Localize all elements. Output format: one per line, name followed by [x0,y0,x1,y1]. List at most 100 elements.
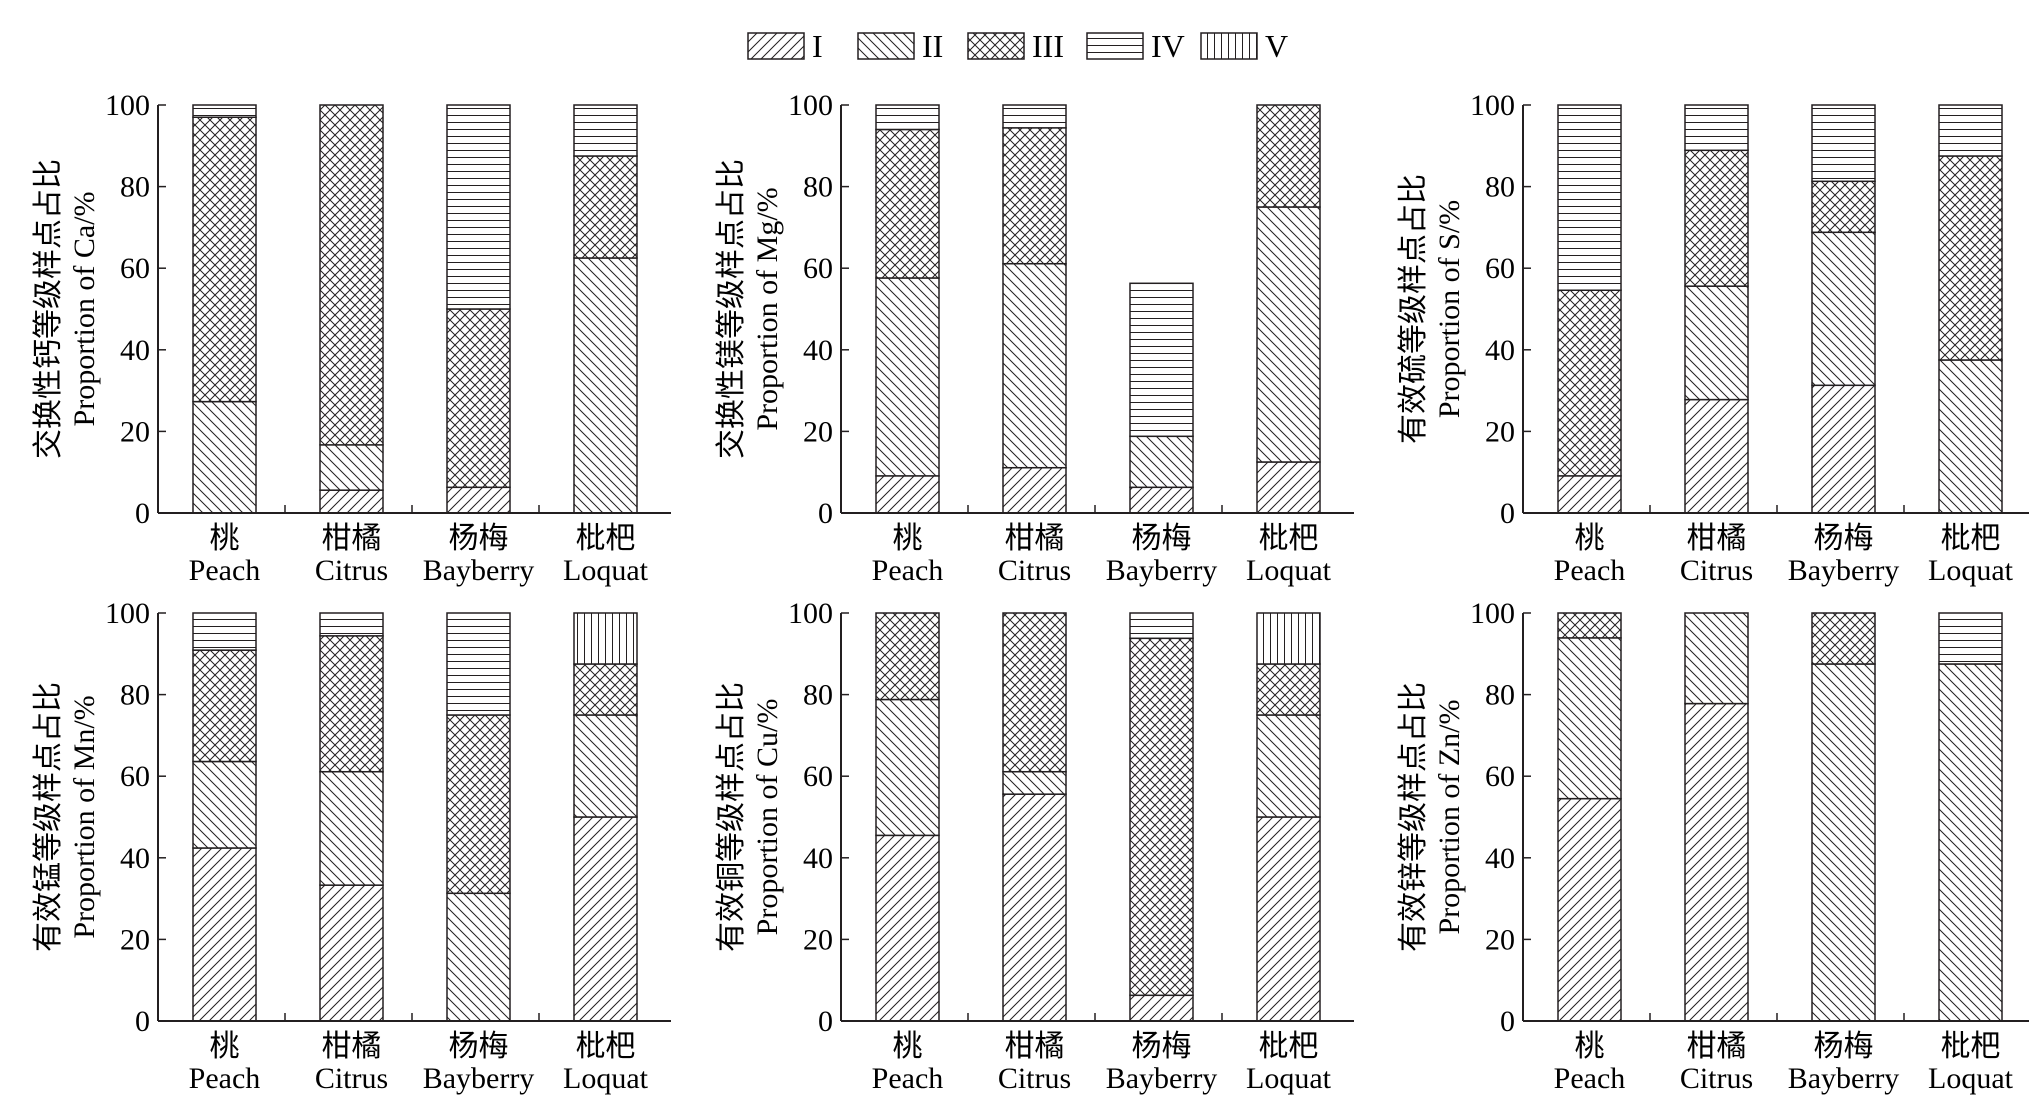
y-tick-label: 40 [803,842,833,875]
bar-segment-citrus-I [319,489,384,514]
category-label-en: Citrus [998,1062,1071,1095]
y-tick-label: 100 [105,89,150,122]
category-label-cn: 杨梅 [1132,1030,1192,1063]
bar-stack-peach [875,104,940,514]
y-axis-label-cn: 有效硫等级样点占比 [1397,174,1430,444]
bar-segment-loquat-II [1256,714,1321,818]
y-tick-label: 0 [135,497,150,530]
bar-segment-loquat-V [573,612,638,665]
category-label-en: Bayberry [423,554,535,587]
bar-segment-bayberry-IV [1129,282,1194,438]
bar-segment-peach-II [875,698,940,837]
category-label-en: Citrus [1680,554,1753,587]
bar-segment-peach-III [875,128,940,279]
category-label-cn: 桃 [210,522,240,555]
y-tick-label: 0 [135,1005,150,1038]
bar-stack-loquat [1938,612,2003,1022]
category-label-cn: 枇杷 [576,1030,636,1063]
bar-segment-peach-III [192,649,257,763]
bar-segment-bayberry-IV [1811,104,1876,183]
bar-segment-loquat-II [573,257,638,514]
bar-stack-bayberry [1129,282,1194,514]
y-tick-label: 20 [803,415,833,448]
category-label-en: Peach [189,554,261,587]
category-label-cn: 桃 [893,522,923,555]
bar-segment-loquat-II [1938,359,2003,514]
y-tick-label: 100 [105,597,150,630]
y-tick-label: 80 [120,679,150,712]
bar-segment-citrus-I [1684,702,1749,1022]
category-label-cn: 柑橘 [1005,522,1065,555]
category-label-cn: 柑橘 [1005,1030,1065,1063]
category-label-en: Loquat [1928,1062,2014,1095]
bar-stack-bayberry [1811,612,1876,1022]
bar-segment-peach-I [1557,475,1622,514]
bar-stack-citrus [1002,612,1067,1022]
y-tick-label: 100 [1470,597,1515,630]
bar-segment-peach-I [192,847,257,1022]
y-tick-label: 80 [120,171,150,204]
y-tick-label: 40 [1485,334,1515,367]
bar-stack-citrus [1684,612,1749,1022]
bar-segment-peach-IV [1557,104,1622,291]
bar-segment-bayberry-II [446,892,511,1022]
bar-segment-bayberry-IV [446,104,511,310]
y-tick-label: 80 [1485,679,1515,712]
legend-item-V: V [1200,28,1288,64]
bar-segment-bayberry-III [1129,637,1194,997]
legend-swatch [747,32,805,60]
category-label-cn: 柑橘 [322,1030,382,1063]
category-label-cn: 枇杷 [1941,1030,2001,1063]
category-label-en: Peach [872,554,944,587]
y-tick-label: 80 [803,679,833,712]
y-axis-label-en: Proportion of Mn/% [68,695,101,938]
y-axis-label-cn: 交换性镁等级样点占比 [715,159,748,459]
legend-label: I [812,28,823,64]
bar-segment-peach-II [192,400,257,514]
bar-segment-bayberry-I [1811,384,1876,514]
bar-segment-loquat-V [1256,612,1321,665]
y-tick-label: 40 [1485,842,1515,875]
y-tick-label: 20 [803,923,833,956]
category-label-cn: 枇杷 [576,522,636,555]
category-label-cn: 枇杷 [1259,522,1319,555]
bar-segment-bayberry-III [446,714,511,895]
bar-segment-loquat-III [573,155,638,259]
legend-label: II [922,28,943,64]
legend-label: IV [1151,28,1185,64]
bar-stack-loquat [573,104,638,514]
category-label-en: Peach [1554,554,1626,587]
y-tick-label: 100 [788,89,833,122]
bar-segment-peach-III [192,116,257,403]
category-label-en: Bayberry [1106,1062,1218,1095]
y-axis-label-cn: 有效锰等级样点占比 [32,682,65,952]
bar-segment-bayberry-II [1811,231,1876,387]
bar-segment-bayberry-I [446,486,511,514]
legend-item-III: III [967,28,1064,64]
y-tick-label: 60 [803,760,833,793]
y-tick-label: 20 [1485,923,1515,956]
bar-segment-peach-II [875,277,940,477]
bar-segment-citrus-IV [1002,104,1067,129]
legend-item-II: II [857,28,943,64]
bar-stack-peach [875,612,940,1022]
y-axis-label-en: Proportion of S/% [1433,200,1466,418]
y-tick-label: 20 [120,415,150,448]
legend-swatch [1086,32,1144,60]
category-label-en: Loquat [1246,554,1332,587]
category-label-en: Loquat [1928,554,2014,587]
category-label-cn: 桃 [893,1030,923,1063]
y-tick-label: 0 [818,1005,833,1038]
category-label-cn: 杨梅 [1132,522,1192,555]
bar-stack-bayberry [1129,612,1194,1022]
bar-stack-citrus [1002,104,1067,514]
bar-segment-peach-II [1557,637,1622,800]
bar-segment-bayberry-IV [1129,612,1194,640]
category-label-en: Bayberry [1788,1062,1900,1095]
y-axis-label-cn: 有效锌等级样点占比 [1397,682,1430,952]
bar-stack-loquat [1256,104,1321,514]
bar-segment-bayberry-IV [446,612,511,716]
bar-segment-citrus-III [1002,612,1067,773]
